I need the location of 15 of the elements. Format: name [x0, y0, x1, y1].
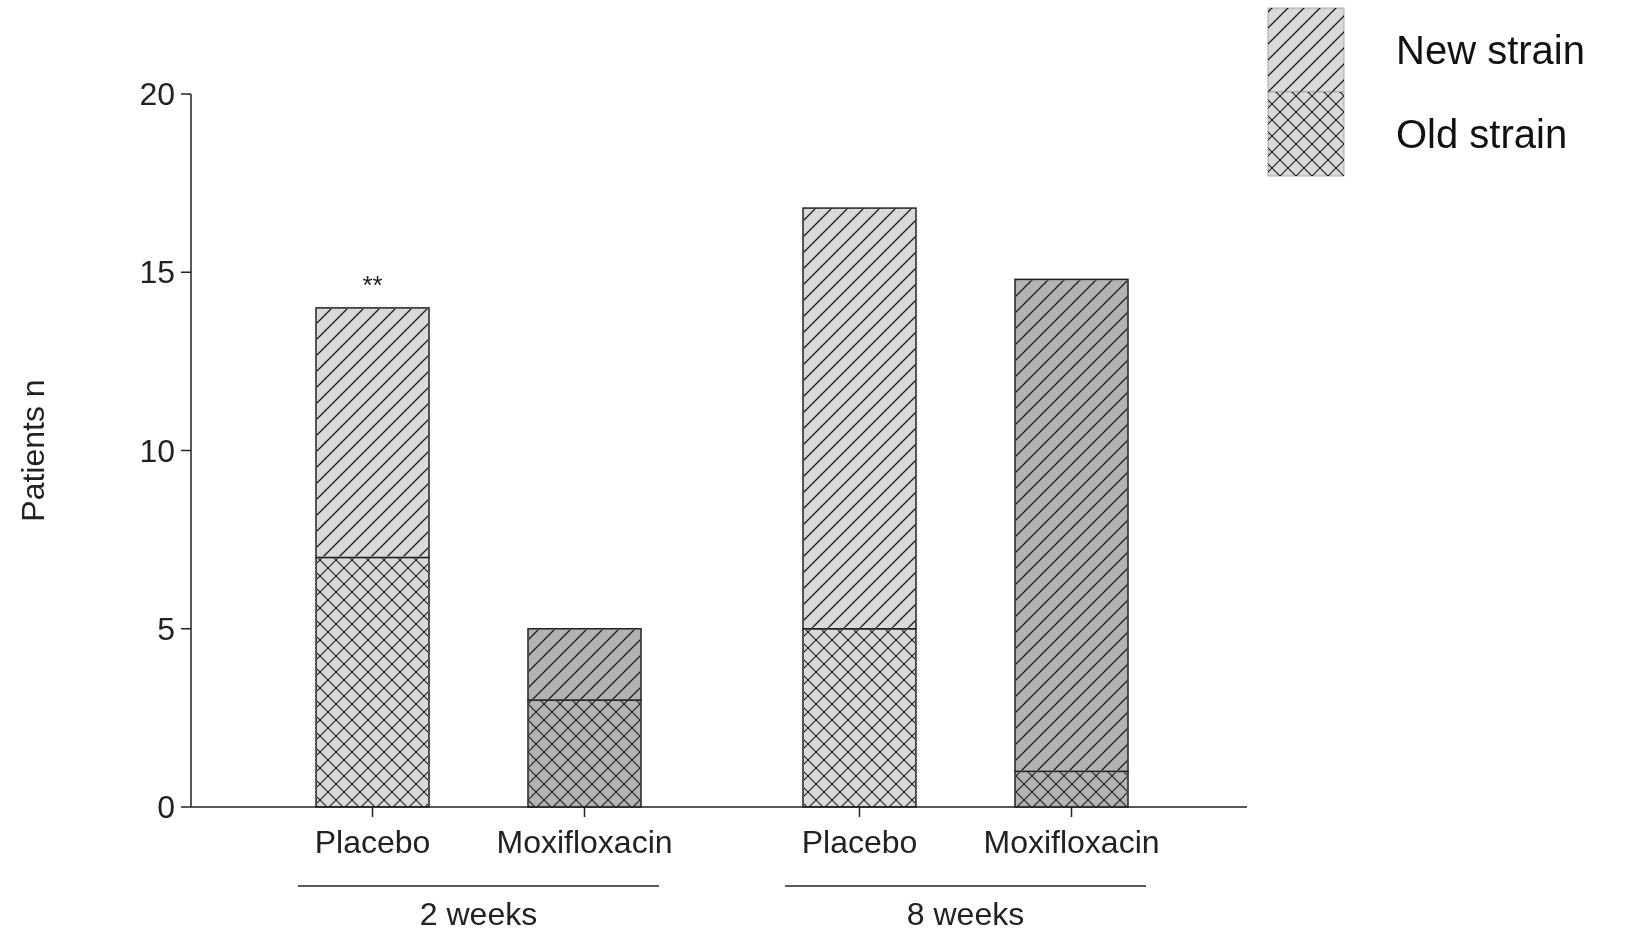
x-tick-label: Placebo: [314, 824, 431, 860]
text: 2 weeks: [419, 896, 538, 932]
x-tick-label: Moxifloxacin: [983, 824, 1160, 860]
y-axis-title: Patients n: [15, 379, 51, 522]
y-tick-label: 20: [139, 76, 175, 113]
y-tick-label: 15: [139, 254, 175, 291]
y-tick-label: 5: [157, 610, 175, 647]
y-tick-label: 0: [157, 789, 175, 826]
annotation: **: [362, 269, 383, 300]
y-tick-label: 10: [139, 432, 175, 469]
legend-label: Old strain: [1396, 112, 1568, 156]
text: 8 weeks: [906, 896, 1025, 932]
legend-label: New strain: [1396, 28, 1585, 72]
x-tick-label: Placebo: [801, 824, 918, 860]
x-tick-label: Moxifloxacin: [496, 824, 673, 860]
